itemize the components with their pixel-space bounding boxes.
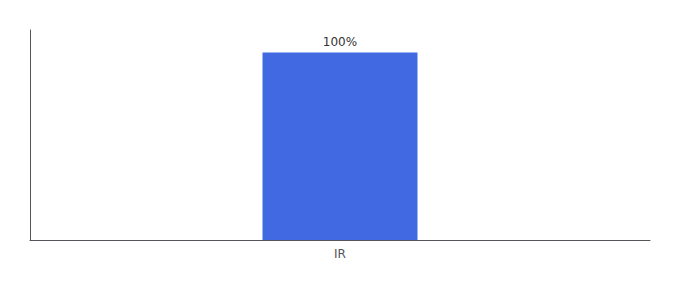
svg-text:100%: 100%	[323, 35, 357, 49]
svg-text:IR: IR	[334, 247, 346, 261]
